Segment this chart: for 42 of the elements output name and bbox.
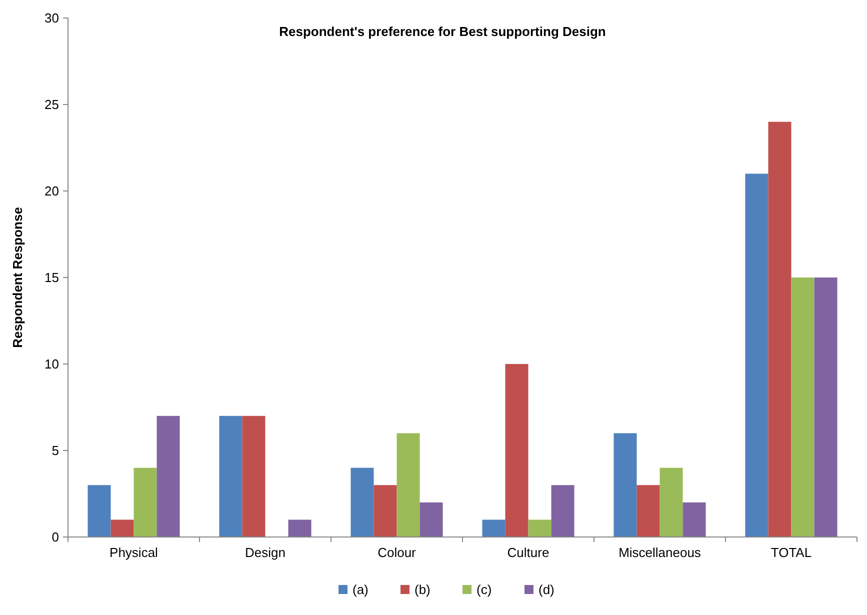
y-tick-label: 20 — [44, 184, 59, 199]
y-tick-label: 10 — [44, 356, 59, 372]
bar — [110, 520, 134, 537]
x-tick-label: Miscellaneous — [618, 545, 702, 560]
bar — [374, 485, 397, 537]
bar — [614, 433, 637, 537]
y-tick-label: 15 — [44, 270, 59, 286]
bar — [242, 416, 266, 537]
x-tick-label: Colour — [378, 545, 417, 560]
bar — [745, 174, 768, 537]
x-tick-label: Design — [245, 545, 286, 560]
x-tick-label: Culture — [507, 545, 550, 560]
bar — [505, 364, 528, 537]
bar — [814, 278, 838, 537]
y-tick-label: 0 — [52, 530, 59, 545]
bar — [636, 485, 660, 537]
x-tick-label: Physical — [110, 545, 158, 560]
bar — [396, 433, 420, 537]
y-tick-label: 5 — [52, 443, 59, 458]
legend-label: (a) — [352, 582, 368, 598]
legend-label: (b) — [414, 582, 430, 598]
bar — [288, 520, 312, 537]
bar — [528, 520, 552, 537]
bar — [768, 122, 792, 537]
bar — [551, 485, 574, 537]
bar — [482, 520, 506, 537]
bar — [134, 468, 157, 537]
bar — [88, 485, 111, 537]
bar — [219, 416, 242, 537]
bar — [156, 416, 180, 537]
bar — [420, 502, 443, 537]
bar — [660, 468, 683, 537]
legend-label: (c) — [476, 582, 492, 598]
text: Respondent's preference for Best supporting Design — [279, 24, 606, 39]
bar — [682, 502, 706, 537]
legend-label: (d) — [538, 582, 554, 598]
x-tick-label: TOTAL — [770, 545, 812, 560]
bar — [350, 468, 374, 537]
y-axis-title: Respondent Response — [10, 207, 25, 348]
y-tick-label: 30 — [44, 10, 59, 26]
bar — [791, 278, 814, 537]
y-tick-label: 25 — [44, 97, 59, 112]
